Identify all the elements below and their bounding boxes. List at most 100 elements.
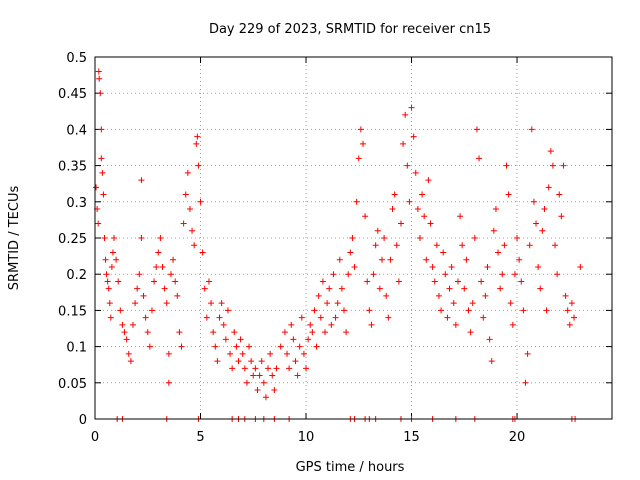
data-point xyxy=(552,242,559,249)
data-point xyxy=(246,343,253,350)
y-tick-label: 0.2 xyxy=(66,268,87,283)
data-point xyxy=(319,278,326,285)
data-point xyxy=(155,249,162,256)
data-point xyxy=(260,379,267,386)
data-point xyxy=(307,321,314,328)
y-tick-label: 0.05 xyxy=(58,377,87,392)
data-point xyxy=(184,169,191,176)
data-point xyxy=(359,140,366,147)
data-point xyxy=(100,191,107,198)
data-point xyxy=(408,104,415,111)
data-point xyxy=(537,285,544,292)
data-point xyxy=(170,256,177,263)
data-point xyxy=(292,358,299,365)
data-point xyxy=(507,300,514,307)
data-point xyxy=(562,292,569,299)
data-point xyxy=(501,242,508,249)
data-point xyxy=(564,307,571,314)
data-point xyxy=(180,220,187,227)
x-tick-label: 0 xyxy=(91,430,99,445)
data-point xyxy=(347,249,354,256)
data-point xyxy=(146,343,153,350)
data-point xyxy=(549,162,556,169)
data-point xyxy=(99,169,106,176)
data-point xyxy=(558,213,565,220)
data-point xyxy=(262,394,269,401)
y-tick-label: 0.3 xyxy=(66,196,87,211)
data-point xyxy=(343,329,350,336)
data-point xyxy=(425,177,432,184)
data-point xyxy=(376,285,383,292)
data-point xyxy=(505,191,512,198)
data-point xyxy=(387,256,394,263)
data-point xyxy=(113,256,120,263)
data-point xyxy=(241,365,248,372)
data-point xyxy=(125,350,132,357)
data-point xyxy=(127,358,134,365)
data-point xyxy=(435,292,442,299)
data-point xyxy=(530,198,537,205)
data-point xyxy=(326,285,333,292)
data-point xyxy=(286,365,293,372)
data-point xyxy=(547,148,554,155)
data-point xyxy=(419,191,426,198)
data-point xyxy=(119,321,126,328)
data-point xyxy=(102,256,109,263)
data-point xyxy=(123,336,130,343)
data-point xyxy=(298,314,305,321)
data-point xyxy=(448,263,455,270)
data-point xyxy=(186,206,193,213)
data-point xyxy=(144,329,151,336)
data-point xyxy=(220,321,227,328)
data-point xyxy=(172,278,179,285)
data-point xyxy=(370,271,377,278)
data-point xyxy=(476,155,483,162)
data-point xyxy=(568,300,575,307)
data-point xyxy=(334,300,341,307)
data-point xyxy=(103,271,110,278)
data-point xyxy=(421,213,428,220)
data-point xyxy=(182,191,189,198)
data-point xyxy=(514,235,521,241)
data-point xyxy=(95,220,102,227)
data-point xyxy=(372,242,379,249)
data-point xyxy=(412,169,419,176)
data-point xyxy=(288,321,295,328)
data-point xyxy=(429,263,436,270)
y-tick-label: 0.4 xyxy=(66,123,87,138)
data-point xyxy=(96,75,103,82)
axis-ticks: 0 0.05 0.1 0.15 0.2 0.25 0.3 0.35 0.4 0.45 0.5 0 5 10… xyxy=(58,51,612,445)
data-point xyxy=(450,300,457,307)
data-point xyxy=(294,372,301,379)
data-point xyxy=(368,321,375,328)
data-point xyxy=(290,336,297,343)
data-point xyxy=(165,379,172,386)
data-point xyxy=(235,358,242,365)
data-point xyxy=(201,285,208,292)
data-point xyxy=(378,256,385,263)
data-point xyxy=(577,263,584,270)
data-point xyxy=(374,227,381,234)
data-point xyxy=(256,372,263,379)
data-point xyxy=(490,227,497,234)
data-point xyxy=(95,68,102,75)
data-point xyxy=(461,285,468,292)
data-point xyxy=(486,336,493,343)
data-point xyxy=(349,235,356,241)
data-point xyxy=(237,336,244,343)
data-point xyxy=(355,155,362,162)
data-point xyxy=(391,191,398,198)
data-point xyxy=(353,198,360,205)
x-axis-label: GPS time / hours xyxy=(296,460,405,475)
data-point xyxy=(199,249,206,256)
data-point xyxy=(165,350,172,357)
data-point xyxy=(395,278,402,285)
data-point xyxy=(556,191,563,198)
data-point xyxy=(381,235,388,241)
data-point xyxy=(400,140,407,147)
data-point xyxy=(397,220,404,227)
data-point xyxy=(273,365,280,372)
data-point xyxy=(269,372,276,379)
data-point xyxy=(541,206,548,213)
